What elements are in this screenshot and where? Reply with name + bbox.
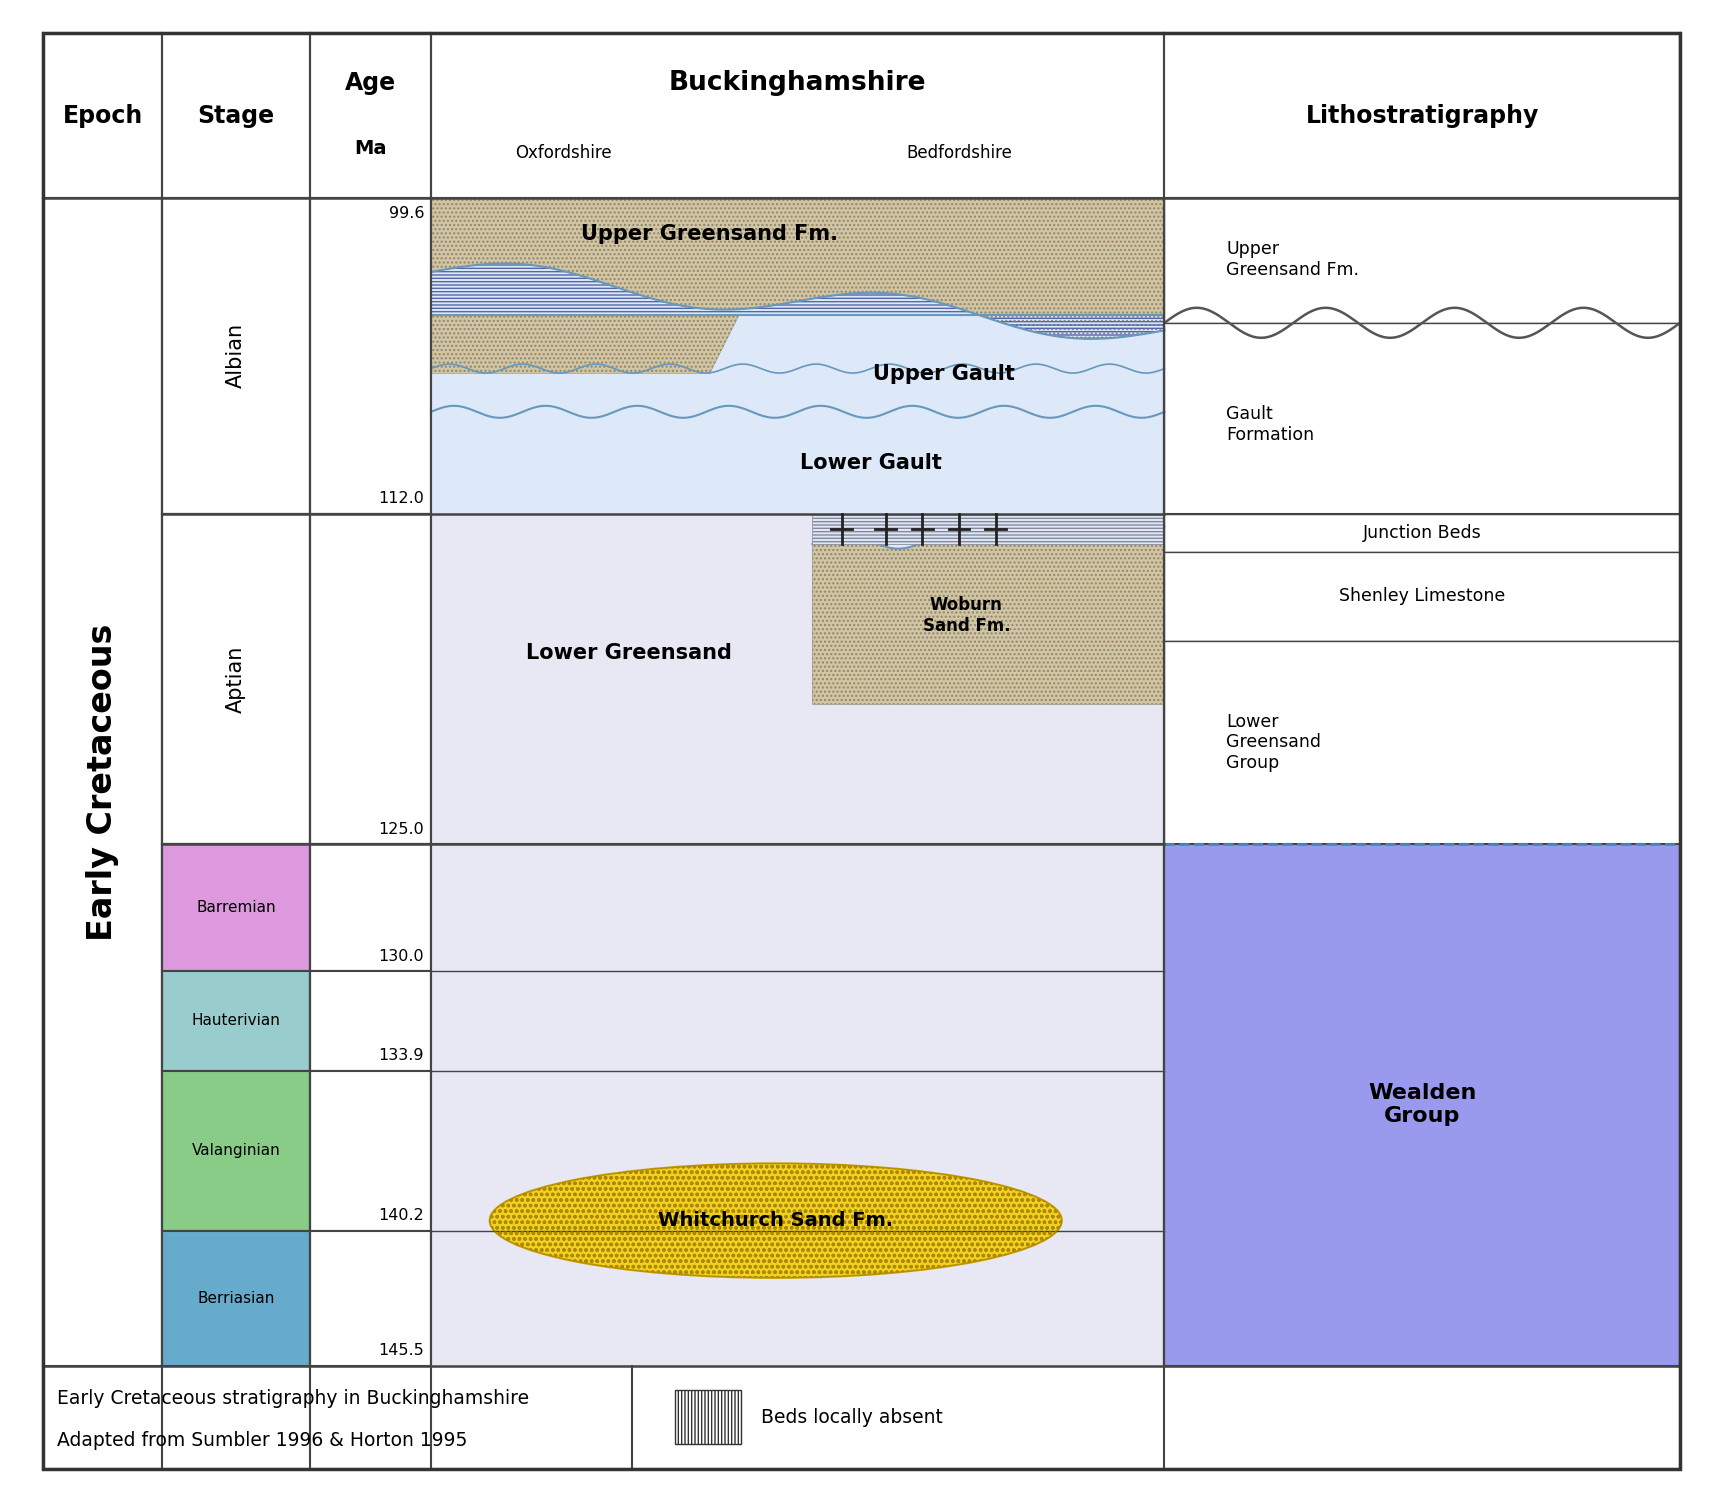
Bar <box>43 198 163 1365</box>
Text: Upper
Greensand Fm.: Upper Greensand Fm. <box>1227 240 1359 278</box>
Text: Junction Beds: Junction Beds <box>1362 524 1481 542</box>
Bar <box>163 844 309 972</box>
Text: Shenley Limestone: Shenley Limestone <box>1340 587 1505 605</box>
Text: 125.0: 125.0 <box>378 822 424 837</box>
Polygon shape <box>431 315 739 374</box>
Text: 133.9: 133.9 <box>378 1048 424 1063</box>
Text: Early Cretaceous stratigraphy in Buckinghamshire: Early Cretaceous stratigraphy in Bucking… <box>57 1389 529 1409</box>
Bar <box>163 1230 309 1365</box>
Bar <box>163 972 309 1071</box>
Text: Lower Gault: Lower Gault <box>801 452 941 473</box>
Bar <box>309 844 431 972</box>
Bar <box>1165 514 1680 551</box>
Bar <box>431 315 1165 514</box>
Text: Age: Age <box>345 71 395 95</box>
Text: Stage: Stage <box>198 104 275 128</box>
Text: 130.0: 130.0 <box>378 949 424 964</box>
Text: Adapted from Sumbler 1996 & Horton 1995: Adapted from Sumbler 1996 & Horton 1995 <box>57 1430 467 1449</box>
Text: Oxfordshire: Oxfordshire <box>515 144 612 162</box>
Ellipse shape <box>490 1164 1062 1278</box>
Bar <box>431 514 1165 844</box>
Text: Hauterivian: Hauterivian <box>192 1014 280 1029</box>
Text: Ma: Ma <box>354 140 387 158</box>
Text: Berriasian: Berriasian <box>198 1290 275 1305</box>
Text: Woburn
Sand Fm.: Woburn Sand Fm. <box>923 596 1010 635</box>
Bar <box>1165 551 1680 641</box>
Text: Valanginian: Valanginian <box>192 1143 280 1158</box>
Text: Epoch: Epoch <box>62 104 143 128</box>
Bar <box>163 198 309 514</box>
Polygon shape <box>813 521 1165 704</box>
Bar <box>675 1391 740 1443</box>
Text: Upper Greensand Fm.: Upper Greensand Fm. <box>581 224 838 243</box>
Bar <box>431 315 1165 514</box>
Polygon shape <box>431 263 1165 339</box>
Text: 99.6: 99.6 <box>388 206 424 221</box>
Text: Wealden
Group: Wealden Group <box>1368 1083 1476 1126</box>
Bar <box>309 972 431 1071</box>
Text: 140.2: 140.2 <box>378 1208 424 1223</box>
Bar <box>309 198 431 514</box>
Text: Barremian: Barremian <box>196 900 277 915</box>
Bar <box>1165 323 1680 514</box>
Text: Buckinghamshire: Buckinghamshire <box>668 69 926 96</box>
Text: 145.5: 145.5 <box>378 1343 424 1358</box>
Bar <box>1165 198 1680 1365</box>
Bar <box>163 1071 309 1230</box>
Text: Gault
Formation: Gault Formation <box>1227 406 1314 445</box>
Bar <box>431 844 1165 1365</box>
Text: Lower
Greensand
Group: Lower Greensand Group <box>1227 712 1321 772</box>
Text: Early Cretaceous: Early Cretaceous <box>86 623 119 940</box>
Bar <box>813 514 1165 544</box>
Text: Upper Gault: Upper Gault <box>873 363 1015 383</box>
Bar <box>1165 641 1680 844</box>
Bar <box>1165 844 1680 1365</box>
Text: Whitchurch Sand Fm.: Whitchurch Sand Fm. <box>658 1211 893 1230</box>
Bar <box>431 514 1165 844</box>
Bar <box>309 1230 431 1365</box>
Bar <box>309 1071 431 1230</box>
Bar <box>1165 198 1680 323</box>
Polygon shape <box>431 198 1165 339</box>
Bar <box>309 514 431 844</box>
Text: Bedfordshire: Bedfordshire <box>905 144 1012 162</box>
Bar <box>43 33 1680 198</box>
Text: Lower Greensand: Lower Greensand <box>526 643 732 664</box>
Text: Albian: Albian <box>227 323 246 389</box>
Bar <box>431 198 1165 1365</box>
Bar <box>431 844 1165 1365</box>
Text: 112.0: 112.0 <box>378 491 424 506</box>
Text: Lithostratigraphy: Lithostratigraphy <box>1306 104 1539 128</box>
Bar <box>163 514 309 844</box>
Text: Aptian: Aptian <box>227 646 246 712</box>
Bar <box>43 1365 1680 1469</box>
Text: Beds locally absent: Beds locally absent <box>761 1407 943 1427</box>
